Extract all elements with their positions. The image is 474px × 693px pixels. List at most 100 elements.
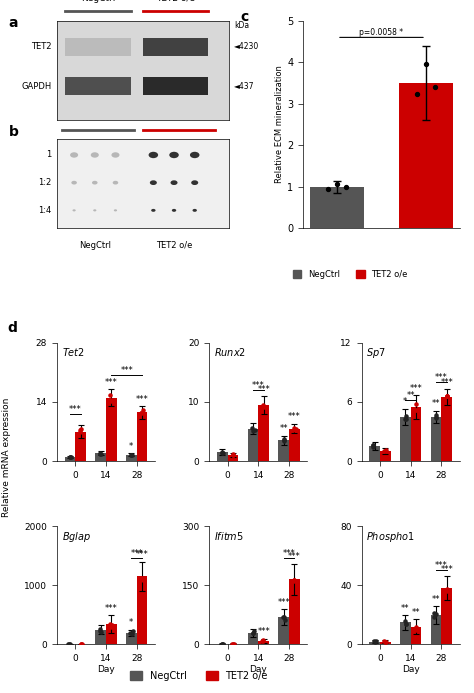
- Point: [249, 628, 257, 639]
- Point: [139, 404, 146, 415]
- Bar: [258, 640, 269, 644]
- Bar: [278, 440, 289, 461]
- Point: [138, 572, 146, 583]
- Point: [370, 635, 377, 647]
- Point: [96, 626, 104, 637]
- Point: [411, 405, 419, 416]
- Point: [402, 410, 410, 421]
- Point: [129, 626, 137, 637]
- Point: [402, 414, 410, 425]
- Text: GAPDH: GAPDH: [21, 82, 52, 91]
- Text: *: *: [129, 618, 134, 627]
- Bar: [310, 186, 364, 228]
- Point: [432, 608, 440, 620]
- Bar: [75, 432, 86, 461]
- Point: [128, 450, 136, 461]
- Point: [106, 389, 114, 400]
- Bar: [400, 622, 410, 644]
- Bar: [410, 626, 421, 644]
- Point: [412, 399, 420, 410]
- Point: [248, 422, 256, 433]
- Point: [219, 638, 227, 649]
- Bar: [278, 617, 289, 644]
- Text: **: **: [432, 399, 440, 408]
- Text: ◄4230: ◄4230: [234, 42, 260, 51]
- Text: ***: ***: [288, 412, 301, 421]
- Text: TET2 o/e: TET2 o/e: [156, 240, 192, 249]
- Point: [412, 624, 420, 635]
- Bar: [430, 416, 441, 461]
- Point: [444, 391, 451, 402]
- Bar: [106, 398, 117, 461]
- Text: d: d: [8, 322, 18, 335]
- Point: [281, 435, 288, 446]
- Point: [251, 424, 258, 435]
- Bar: [65, 78, 131, 95]
- Text: p=0.0058 *: p=0.0058 *: [359, 28, 403, 37]
- Point: [432, 412, 440, 423]
- Point: [229, 449, 237, 460]
- Point: [443, 584, 450, 595]
- Point: [249, 627, 256, 638]
- Text: $\it{Runx2}$: $\it{Runx2}$: [214, 346, 246, 358]
- Bar: [217, 453, 228, 461]
- Bar: [410, 407, 421, 461]
- Point: [229, 450, 237, 461]
- Ellipse shape: [92, 181, 98, 184]
- Bar: [247, 428, 258, 461]
- Point: [127, 449, 135, 460]
- Point: [280, 434, 288, 445]
- Text: TET2 o/e: TET2 o/e: [156, 0, 195, 3]
- Ellipse shape: [91, 152, 99, 158]
- Ellipse shape: [111, 152, 119, 158]
- Point: [369, 439, 377, 450]
- Ellipse shape: [151, 209, 155, 212]
- Point: [431, 607, 438, 618]
- Text: Relative mRNA expression: Relative mRNA expression: [2, 398, 11, 517]
- Point: [218, 447, 226, 458]
- Point: [443, 390, 451, 401]
- Legend: NegCtrl, TET2 o/e: NegCtrl, TET2 o/e: [127, 667, 272, 685]
- Point: [65, 639, 73, 650]
- Point: [106, 619, 114, 630]
- Point: [249, 426, 256, 437]
- Point: [66, 639, 73, 650]
- Bar: [258, 405, 269, 461]
- Point: [128, 450, 135, 461]
- Point: [402, 619, 410, 630]
- Point: [290, 574, 298, 585]
- Point: [259, 634, 267, 645]
- Point: [260, 399, 267, 410]
- Bar: [126, 633, 137, 644]
- Text: *: *: [129, 441, 134, 450]
- Text: $\it{Ifitm5}$: $\it{Ifitm5}$: [214, 529, 244, 542]
- Point: [137, 408, 145, 419]
- Point: [97, 626, 104, 638]
- Point: [64, 639, 71, 650]
- Text: $\it{Phospho1}$: $\it{Phospho1}$: [366, 529, 415, 544]
- X-axis label: Day: Day: [249, 665, 267, 674]
- Point: [108, 394, 115, 405]
- Ellipse shape: [172, 209, 176, 212]
- Bar: [380, 642, 391, 644]
- Bar: [380, 451, 391, 461]
- Text: c: c: [240, 10, 249, 24]
- Point: [96, 448, 103, 459]
- Text: ***: ***: [136, 550, 148, 559]
- Point: [97, 448, 105, 459]
- Point: [139, 574, 147, 586]
- Point: [291, 425, 298, 436]
- Point: [77, 423, 85, 435]
- Text: 1: 1: [46, 150, 52, 159]
- Point: [432, 412, 440, 423]
- Point: [430, 611, 438, 622]
- Point: [413, 89, 421, 100]
- Bar: [137, 577, 147, 644]
- Ellipse shape: [93, 209, 96, 211]
- Point: [382, 444, 390, 455]
- Text: 1:2: 1:2: [38, 178, 52, 187]
- Point: [66, 451, 73, 462]
- Bar: [369, 642, 380, 644]
- Text: **: **: [401, 604, 410, 613]
- Bar: [441, 397, 452, 461]
